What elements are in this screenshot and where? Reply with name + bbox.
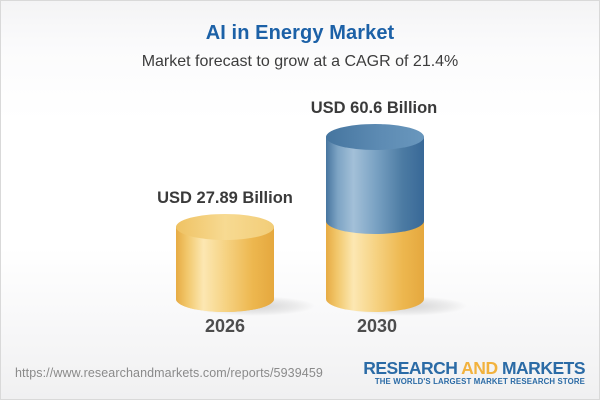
value-label-2030: USD 60.6 Billion	[310, 99, 438, 117]
logo-word-and: AND	[461, 358, 498, 379]
page-subtitle: Market forecast to grow at a CAGR of 21.…	[141, 53, 459, 70]
research-and-markets-logo: RESEARCH AND MARKETS THE WORLD'S LARGEST…	[363, 359, 585, 386]
page-title: AI in Energy Market	[205, 22, 395, 44]
bar-2030	[326, 124, 424, 312]
logo-tagline: THE WORLD'S LARGEST MARKET RESEARCH STOR…	[374, 377, 585, 387]
category-label-2026: 2026	[204, 316, 246, 336]
bar-2026	[176, 214, 274, 312]
value-label-2026: USD 27.89 Billion	[157, 189, 293, 207]
report-url: https://www.researchandmarkets.com/repor…	[15, 366, 323, 380]
category-label-2030: 2030	[356, 316, 398, 336]
logo-word-research: RESEARCH	[363, 358, 458, 379]
logo-wordmark: RESEARCH AND MARKETS	[363, 359, 585, 378]
footer: https://www.researchandmarkets.com/repor…	[1, 347, 599, 399]
logo-word-markets: MARKETS	[501, 358, 586, 379]
